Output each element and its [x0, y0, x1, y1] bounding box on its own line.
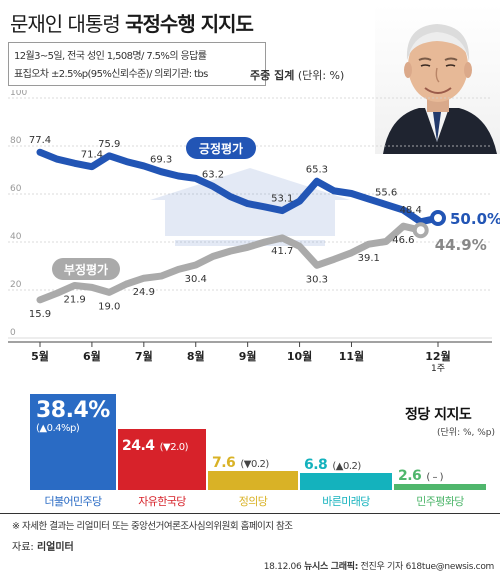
party-value-bareun: 6.8 (▲0.2): [304, 457, 361, 473]
party-value-dem: 38.4% (▲0.4%p): [36, 398, 110, 434]
negative-data-label: 24.9: [133, 287, 155, 298]
party-bar-lkp: [118, 429, 206, 490]
negative-data-label: 21.9: [63, 294, 85, 305]
party-support-title: 정당 지지도: [405, 407, 472, 423]
legend-negative-label: 부정평가: [64, 262, 108, 277]
source-label: 자료: 리얼미터: [12, 542, 74, 553]
x-tick-label: 9월: [239, 349, 257, 363]
party-value-lkp: 24.4 (▼2.0): [122, 438, 189, 454]
negative-data-label: 30.3: [306, 274, 328, 285]
party-name-dem: 더불어민주당: [44, 495, 102, 508]
party-name-bareun: 바른미래당: [322, 495, 370, 508]
positive-data-label: 55.6: [375, 188, 397, 199]
negative-data-label: 41.7: [271, 246, 293, 257]
y-tick-label: 40: [10, 232, 22, 242]
survey-info-box: [8, 42, 266, 86]
positive-data-label: 65.3: [306, 164, 328, 175]
positive-data-label: 53.1: [271, 194, 293, 205]
negative-final-value: 44.9%: [435, 236, 487, 254]
survey-info-line-2: 표집오차 ±2.5%p(95%신뢰수준)/ 의뢰기관: tbs: [14, 69, 208, 80]
positive-data-label: 77.4: [29, 135, 51, 146]
negative-series-line: [36, 222, 425, 304]
president-portrait: [375, 4, 500, 154]
positive-data-label: 63.2: [202, 169, 224, 180]
party-name-lkp: 자유한국당: [138, 495, 186, 508]
survey-info-line-1: 12월3~5일, 전국 성인 1,508명/ 7.5%의 응답률: [14, 51, 207, 62]
negative-data-label: 46.6: [392, 235, 414, 246]
x-tick-label: 5월: [31, 349, 49, 363]
legend-positive: 긍정평가: [186, 137, 256, 159]
y-tick-label: 20: [10, 280, 22, 290]
party-value-justice: 7.6 (▼0.2): [212, 455, 269, 471]
party-bar-dem: [30, 394, 116, 490]
x-tick-label: 12월 1주: [425, 349, 450, 374]
y-tick-label: 80: [10, 136, 22, 146]
x-tick-label: 7월: [135, 349, 153, 363]
positive-data-label: 71.4: [81, 150, 103, 161]
positive-end-marker: [430, 210, 446, 226]
negative-data-label: 19.0: [98, 301, 120, 312]
legend-negative: 부정평가: [52, 258, 120, 280]
footer-note: ※ 자세한 결과는 리얼미터 또는 중앙선거여론조사심의위원회 홈페이지 참조: [12, 521, 293, 532]
party-bar-bareun: [300, 473, 392, 490]
party-name-justice: 정의당: [238, 495, 268, 508]
negative-data-label: 15.9: [29, 309, 51, 320]
y-tick-label: 100: [10, 90, 27, 98]
party-name-peace: 민주평화당: [416, 495, 464, 508]
y-tick-label: 60: [10, 184, 22, 194]
negative-end-point: [412, 222, 429, 239]
party-support-unit: (단위: %, %p): [437, 428, 496, 438]
footer-divider: [0, 513, 500, 514]
x-tick-label: 11월: [339, 349, 364, 363]
negative-data-label: 39.1: [358, 253, 380, 264]
weekly-tally-label: 주중 집계 (단위: %): [250, 69, 345, 82]
negative-end-marker: [412, 222, 429, 239]
x-tick-label: 10월: [287, 349, 312, 363]
party-bar-peace: [394, 483, 486, 490]
x-tick-label: 6월: [83, 349, 101, 363]
positive-data-label: 69.3: [150, 155, 172, 166]
approval-line-chart: 100 80 60 40 20 0 5월 6월 7월 8월 9월 10월 11월 12월 1주 77.4 7…: [8, 90, 500, 374]
positive-series-line: [36, 148, 442, 226]
positive-data-label: 48.4: [400, 205, 422, 216]
positive-data-label: 75.9: [98, 139, 120, 150]
x-tick-label: 8월: [187, 349, 205, 363]
positive-end-point: [430, 210, 446, 226]
negative-data-label: 30.4: [185, 274, 207, 285]
positive-final-value: 50.0%: [450, 210, 500, 228]
page-title: 문재인 대통령 국정수행 지지도: [10, 12, 254, 36]
legend-positive-label: 긍정평가: [199, 141, 243, 156]
party-bar-justice: [208, 471, 298, 490]
y-tick-label: 0: [10, 328, 16, 338]
graphic-credit: 18.12.06 뉴시스 그래픽: 전진우 기자 618tue@newsis.c…: [263, 562, 495, 572]
party-value-peace: 2.6 ( – ): [398, 467, 444, 484]
